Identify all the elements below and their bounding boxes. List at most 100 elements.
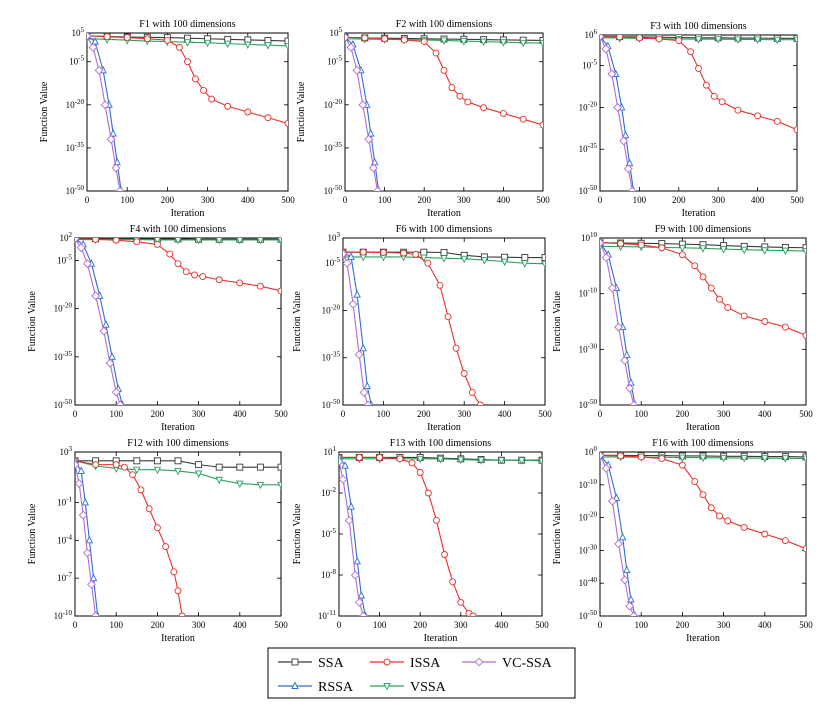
plot-frame [599,451,807,617]
data-point [424,489,432,497]
data-point [133,238,141,246]
data-point [91,611,101,616]
panel-title: F2 with 100 dimensions [396,19,493,30]
data-point [601,253,611,262]
y-axis-label: Function Value [296,81,307,142]
data-point [620,575,630,585]
data-point [359,248,367,256]
x-tick-label: 200 [676,409,690,419]
panel-title: F12 with 100 dimensions [127,438,229,449]
data-point [719,246,728,254]
data-point [440,249,448,256]
data-point [440,255,448,263]
data-point [408,459,416,467]
data-point [621,130,630,139]
data-point [358,100,368,110]
data-point [600,35,605,41]
y-tick-label: 10-50 [54,398,73,410]
data-point [627,595,635,603]
data-point [477,457,485,465]
panel-title: F13 with 100 dimensions [390,438,492,449]
data-point [761,455,769,463]
x-tick-label: 0 [73,409,78,419]
data-point [215,276,223,284]
data-point [519,39,527,48]
data-point [616,35,624,41]
data-point [195,238,202,245]
data-point [539,121,543,129]
data-point [200,87,208,94]
x-tick-label: 100 [378,195,392,205]
data-point [174,587,182,595]
data-point [740,246,748,255]
x-tick-label: 200 [161,195,175,205]
data-point [184,58,191,66]
data-point [353,290,361,298]
y-tick-label: 10-1 [57,495,72,507]
y-tick-label: 10-20 [322,303,341,315]
data-point [94,65,104,75]
data-point [802,248,806,256]
x-tick-label: 0 [85,195,90,205]
x-tick-label: 500 [799,620,813,630]
data-point [480,104,488,112]
data-point [497,457,506,465]
legend-item-issa: ISSA [370,656,441,671]
x-tick-label: 500 [274,409,288,419]
data-point [499,109,507,117]
data-point [802,455,806,464]
plot-frame [338,451,543,617]
data-point [440,37,448,45]
data-point [166,250,174,258]
data-point [355,454,363,461]
data-point [111,163,121,173]
y-tick-label: 10-35 [66,141,85,153]
data-point [102,320,110,328]
x-tick-label: 400 [233,620,247,630]
x-tick-label: 500 [281,195,295,205]
y-tick-label: 10-50 [66,184,85,196]
x-axis-label: Iteration [427,208,461,219]
series-group [339,452,542,616]
data-point [452,344,460,352]
data-point [623,565,631,574]
data-point [91,291,101,301]
data-point [456,92,464,100]
y-tick-label: 103 [60,445,73,457]
y-tick-label: 105 [72,26,85,38]
data-point [264,42,272,50]
x-tick-label: 0 [343,195,348,205]
x-tick-label: 100 [634,620,648,630]
data-point [740,312,748,320]
data-point [773,117,781,125]
data-point [88,42,98,52]
y-tick-label: 103 [328,231,341,243]
data-point [699,273,707,281]
y-tick-label: 10-40 [579,576,598,588]
data-point [264,114,272,122]
data-point [341,461,349,469]
data-point [208,95,216,103]
x-tick-label: 500 [538,409,552,419]
data-point [600,452,605,460]
data-point [416,469,424,476]
x-tick-label: 0 [598,195,603,205]
data-point [373,186,382,191]
data-point [174,457,182,465]
data-point [109,129,117,137]
y-tick-label: 10-20 [324,98,343,110]
y-tick-label: 10-35 [579,142,598,154]
data-point [781,323,789,331]
legend-label: RSSA [318,680,354,695]
x-tick-label: 500 [790,195,804,205]
x-tick-label: 100 [634,409,648,419]
data-point [619,136,629,146]
y-tick-label: 10-2 [321,486,336,498]
data-point [381,35,389,43]
panel-title: F1 with 100 dimensions [139,19,236,30]
data-point [500,258,509,267]
data-point [353,556,361,565]
x-tick-label: 200 [417,195,431,205]
chart-panel: F9 with 100 dimensions 0 100 200 300 400 500 10… [552,224,813,433]
panel-title: F3 with 100 dimensions [650,21,747,32]
